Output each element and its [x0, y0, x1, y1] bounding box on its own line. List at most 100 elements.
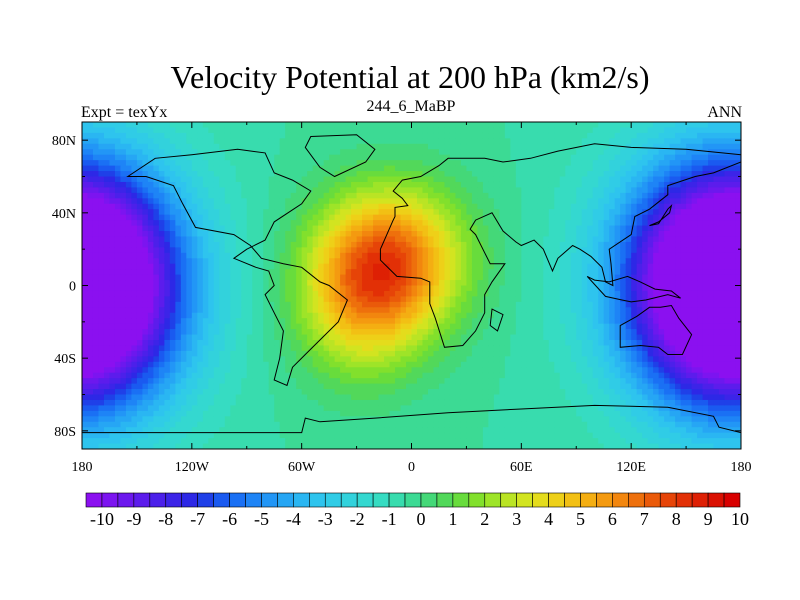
field-cell: [147, 372, 154, 379]
field-cell: [186, 192, 193, 199]
field-cell: [400, 122, 407, 129]
field-cell: [449, 334, 457, 341]
field-cell: [263, 285, 270, 292]
field-cell: [175, 361, 182, 368]
field-cell: [202, 231, 209, 238]
field-cell: [191, 231, 198, 238]
field-cell: [356, 214, 363, 221]
field-cell: [532, 176, 539, 183]
field-cell: [389, 405, 396, 412]
field-cell: [191, 209, 198, 216]
field-cell: [395, 290, 402, 297]
field-cell: [422, 198, 429, 205]
field-cell: [164, 350, 171, 357]
field-cell: [103, 345, 111, 352]
field-cell: [345, 252, 352, 259]
field-cell: [301, 203, 308, 210]
field-cell: [301, 225, 308, 232]
field-cell: [246, 160, 253, 167]
field-cell: [416, 361, 424, 368]
field-cell: [98, 350, 105, 357]
field-cell: [213, 132, 220, 139]
field-cell: [235, 296, 242, 303]
field-cell: [285, 372, 292, 379]
field-cell: [87, 181, 94, 188]
field-cell: [318, 356, 325, 363]
field-cell: [471, 214, 478, 221]
field-cell: [164, 220, 171, 227]
field-cell: [395, 378, 402, 385]
field-cell: [416, 165, 424, 172]
field-cell: [191, 236, 198, 243]
field-cell: [449, 127, 457, 134]
field-cell: [515, 340, 522, 347]
field-cell: [367, 127, 374, 134]
field-cell: [235, 171, 242, 178]
field-cell: [241, 149, 248, 156]
field-cell: [103, 307, 111, 314]
field-cell: [235, 345, 242, 352]
field-cell: [395, 160, 402, 167]
field-cell: [224, 280, 231, 287]
field-cell: [246, 427, 253, 434]
field-cell: [466, 427, 473, 434]
field-cell: [103, 301, 111, 308]
field-cell: [263, 361, 270, 368]
field-cell: [373, 350, 380, 357]
field-cell: [356, 290, 363, 297]
field-cell: [103, 154, 111, 161]
field-cell: [186, 416, 193, 423]
field-cell: [471, 247, 478, 254]
field-cell: [153, 138, 160, 145]
field-cell: [378, 421, 385, 428]
field-cell: [92, 122, 100, 129]
field-cell: [169, 209, 176, 216]
field-cell: [208, 154, 215, 161]
field-cell: [499, 345, 506, 352]
field-cell: [241, 198, 248, 205]
field-cell: [400, 160, 407, 167]
field-cell: [406, 143, 413, 150]
field-cell: [460, 160, 468, 167]
field-cell: [180, 269, 187, 276]
field-cell: [268, 307, 275, 314]
field-cell: [482, 394, 489, 401]
field-cell: [504, 236, 511, 243]
field-cell: [197, 443, 204, 449]
field-cell: [395, 236, 402, 243]
field-cell: [367, 372, 374, 379]
field-cell: [279, 225, 286, 232]
field-cell: [92, 198, 100, 205]
field-cell: [334, 214, 341, 221]
field-cell: [312, 252, 319, 259]
field-cell: [120, 160, 127, 167]
field-cell: [246, 127, 253, 134]
field-cell: [477, 127, 484, 134]
field-cell: [433, 241, 440, 248]
field-cell: [406, 312, 413, 319]
field-cell: [268, 198, 275, 205]
field-cell: [224, 203, 231, 210]
field-cell: [301, 220, 308, 227]
field-cell: [186, 399, 193, 406]
field-cell: [389, 165, 396, 172]
field-cell: [290, 443, 297, 449]
field-cell: [92, 209, 100, 216]
field-cell: [197, 399, 204, 406]
field-cell: [147, 280, 154, 287]
field-cell: [252, 274, 259, 281]
field-cell: [477, 187, 484, 194]
field-cell: [444, 334, 451, 341]
field-cell: [438, 394, 446, 401]
field-cell: [449, 340, 457, 347]
field-cell: [460, 378, 468, 385]
field-cell: [290, 192, 297, 199]
field-cell: [290, 312, 297, 319]
field-cell: [395, 198, 402, 205]
field-cell: [257, 290, 264, 297]
field-cell: [164, 372, 171, 379]
field-cell: [125, 356, 133, 363]
field-cell: [526, 171, 533, 178]
field-cell: [109, 154, 116, 161]
field-cell: [103, 389, 111, 396]
